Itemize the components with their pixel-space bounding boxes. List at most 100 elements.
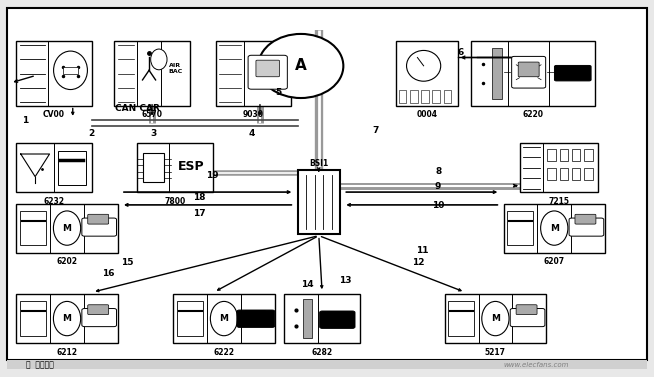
FancyBboxPatch shape: [298, 170, 340, 234]
FancyBboxPatch shape: [396, 41, 458, 106]
Text: ESP: ESP: [177, 160, 204, 173]
Text: 7800: 7800: [164, 197, 186, 206]
Text: M: M: [550, 224, 559, 233]
Text: 15: 15: [121, 257, 134, 267]
FancyBboxPatch shape: [421, 90, 429, 103]
FancyBboxPatch shape: [303, 299, 313, 338]
FancyBboxPatch shape: [20, 302, 46, 336]
Text: 6222: 6222: [213, 348, 235, 357]
Text: A: A: [295, 58, 307, 74]
FancyBboxPatch shape: [555, 66, 591, 81]
Text: 16: 16: [101, 269, 114, 278]
FancyBboxPatch shape: [16, 143, 92, 192]
FancyBboxPatch shape: [20, 211, 46, 245]
Text: 9030: 9030: [243, 110, 264, 119]
Text: 2: 2: [88, 129, 95, 138]
FancyBboxPatch shape: [237, 310, 275, 327]
FancyBboxPatch shape: [560, 149, 568, 161]
FancyBboxPatch shape: [82, 308, 116, 326]
Text: CAN CAR: CAN CAR: [115, 104, 160, 113]
Text: M: M: [491, 314, 500, 323]
FancyBboxPatch shape: [575, 214, 596, 224]
Ellipse shape: [258, 34, 343, 98]
FancyBboxPatch shape: [584, 149, 593, 161]
Text: 4: 4: [249, 129, 255, 138]
FancyBboxPatch shape: [63, 67, 78, 74]
Text: BSI1: BSI1: [309, 159, 328, 168]
Text: 10: 10: [432, 201, 444, 210]
Text: 19: 19: [206, 171, 219, 180]
Text: 1: 1: [22, 116, 28, 125]
Text: 6570: 6570: [141, 110, 163, 119]
FancyBboxPatch shape: [143, 153, 164, 182]
FancyBboxPatch shape: [327, 312, 348, 320]
Text: 6232: 6232: [43, 197, 65, 206]
Text: 6: 6: [458, 48, 464, 57]
FancyBboxPatch shape: [137, 143, 213, 192]
FancyBboxPatch shape: [520, 143, 598, 192]
Text: 6282: 6282: [311, 348, 333, 357]
Text: 14: 14: [301, 280, 314, 289]
FancyBboxPatch shape: [504, 204, 605, 253]
Text: 5217: 5217: [485, 348, 506, 357]
FancyBboxPatch shape: [584, 168, 593, 180]
FancyBboxPatch shape: [114, 41, 190, 106]
Text: 8: 8: [435, 167, 441, 176]
Text: 11: 11: [415, 246, 428, 255]
Text: 6212: 6212: [56, 348, 78, 357]
Text: 9: 9: [435, 182, 441, 191]
FancyBboxPatch shape: [511, 57, 545, 88]
FancyBboxPatch shape: [410, 90, 417, 103]
Ellipse shape: [54, 51, 88, 89]
FancyBboxPatch shape: [82, 218, 116, 236]
Text: www.elecfans.com: www.elecfans.com: [504, 362, 569, 368]
Ellipse shape: [541, 211, 568, 245]
FancyBboxPatch shape: [88, 305, 109, 314]
FancyBboxPatch shape: [572, 149, 580, 161]
Text: 6202: 6202: [56, 257, 78, 266]
Text: 图  系统图形: 图 系统图形: [26, 360, 54, 369]
Text: 0004: 0004: [416, 110, 438, 119]
Text: CV00: CV00: [43, 110, 65, 119]
Ellipse shape: [150, 49, 167, 70]
FancyBboxPatch shape: [16, 204, 118, 253]
FancyBboxPatch shape: [16, 41, 92, 106]
FancyBboxPatch shape: [569, 218, 604, 236]
FancyBboxPatch shape: [443, 90, 451, 103]
Text: 12: 12: [412, 257, 425, 267]
FancyBboxPatch shape: [7, 8, 647, 360]
FancyBboxPatch shape: [284, 294, 360, 343]
FancyBboxPatch shape: [320, 311, 355, 328]
Ellipse shape: [407, 51, 441, 81]
FancyBboxPatch shape: [16, 294, 118, 343]
FancyBboxPatch shape: [177, 302, 203, 336]
Text: M: M: [63, 314, 71, 323]
FancyBboxPatch shape: [516, 305, 537, 314]
Text: 13: 13: [339, 276, 352, 285]
FancyBboxPatch shape: [492, 48, 502, 99]
FancyBboxPatch shape: [58, 151, 86, 185]
FancyBboxPatch shape: [216, 41, 291, 106]
FancyBboxPatch shape: [256, 60, 279, 77]
Ellipse shape: [482, 302, 509, 336]
Text: 7: 7: [373, 126, 379, 135]
Text: 7215: 7215: [549, 197, 570, 206]
Ellipse shape: [211, 302, 237, 336]
Ellipse shape: [54, 302, 80, 336]
Text: 6220: 6220: [523, 110, 543, 119]
FancyBboxPatch shape: [432, 90, 440, 103]
Text: 3: 3: [150, 129, 157, 138]
FancyBboxPatch shape: [445, 294, 546, 343]
FancyBboxPatch shape: [471, 41, 595, 106]
FancyBboxPatch shape: [547, 168, 556, 180]
FancyBboxPatch shape: [572, 168, 580, 180]
Text: 6207: 6207: [543, 257, 565, 266]
Text: 18: 18: [193, 193, 206, 202]
FancyBboxPatch shape: [510, 308, 545, 326]
Text: M: M: [220, 314, 228, 323]
FancyBboxPatch shape: [547, 149, 556, 161]
FancyBboxPatch shape: [560, 168, 568, 180]
FancyBboxPatch shape: [88, 214, 109, 224]
FancyBboxPatch shape: [399, 90, 406, 103]
Ellipse shape: [54, 211, 80, 245]
